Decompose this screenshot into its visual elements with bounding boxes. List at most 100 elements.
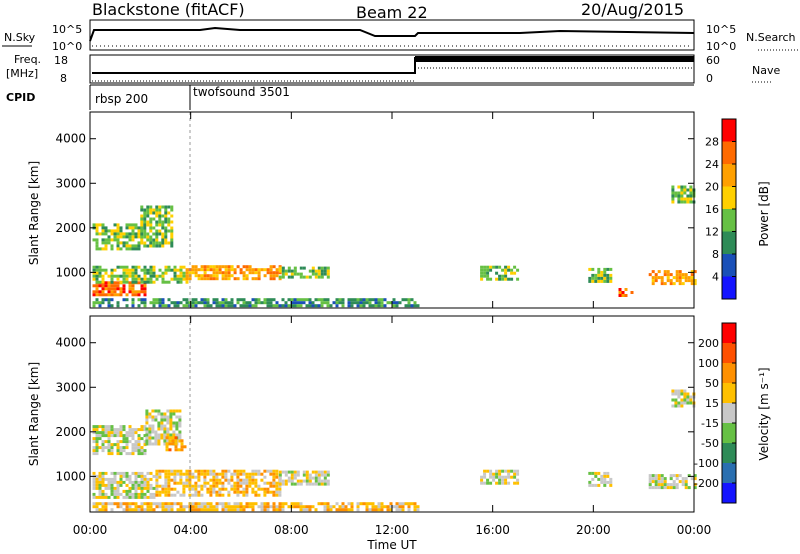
echo-cell	[171, 442, 175, 446]
echo-cell	[197, 301, 201, 305]
echo-cell	[242, 469, 246, 473]
echo-cell	[107, 480, 111, 484]
echo-cell	[140, 290, 144, 294]
echo-cell	[302, 479, 306, 483]
echo-cell	[191, 271, 195, 275]
echo-cell	[323, 479, 327, 483]
echo-cell	[185, 478, 189, 482]
echo-cell	[588, 480, 592, 484]
colorbar-segment	[722, 209, 736, 232]
echo-cell	[119, 446, 123, 450]
echo-cell	[179, 508, 183, 512]
echo-cell	[242, 271, 246, 275]
echo-cell	[182, 508, 186, 512]
echo-cell	[618, 294, 622, 297]
echo-cell	[657, 486, 661, 490]
echo-cell	[116, 489, 120, 493]
echo-cell	[672, 486, 676, 490]
echo-cell	[101, 505, 105, 509]
echo-cell	[266, 298, 270, 302]
echo-cell	[495, 481, 499, 485]
echo-cell	[122, 437, 126, 441]
echo-cell	[495, 472, 499, 476]
echo-cell	[173, 472, 177, 476]
echo-cell	[164, 502, 168, 506]
echo-cell	[416, 304, 420, 308]
echo-cell	[161, 220, 165, 224]
echo-cell	[101, 446, 105, 450]
echo-cell	[269, 484, 273, 488]
echo-cell	[166, 418, 170, 422]
echo-cell	[131, 431, 135, 435]
echo-cell	[163, 439, 167, 443]
echo-cell	[323, 482, 327, 486]
echo-cell	[149, 280, 153, 284]
echo-cell	[308, 473, 312, 477]
echo-cell	[299, 266, 303, 270]
echo-cell	[143, 268, 147, 272]
echo-cell	[236, 490, 240, 494]
echo-cell	[191, 472, 195, 476]
echo-cell	[104, 241, 108, 245]
echo-cell	[272, 265, 276, 269]
echo-cell	[257, 469, 261, 473]
echo-cell	[140, 226, 144, 230]
echo-cell	[302, 505, 306, 509]
echo-cell	[326, 304, 330, 308]
echo-cell	[197, 274, 201, 278]
echo-cell	[212, 277, 216, 281]
echo-cell	[146, 277, 150, 281]
echo-cell	[407, 301, 411, 305]
echo-cell	[174, 448, 178, 452]
echo-cell	[492, 265, 496, 269]
echo-cell	[125, 446, 129, 450]
echo-cell	[206, 298, 210, 302]
echo-cell	[212, 472, 216, 476]
echo-cell	[227, 505, 231, 509]
echo-cell	[119, 425, 123, 429]
echo-cell	[163, 418, 167, 422]
echo-cell	[386, 505, 390, 509]
echo-cell	[166, 415, 170, 419]
echo-cell	[134, 428, 138, 432]
echo-cell	[116, 502, 120, 506]
echo-cell	[152, 232, 156, 236]
echo-cell	[290, 473, 294, 477]
echo-cell	[116, 287, 120, 291]
echo-cell	[131, 268, 135, 272]
echo-cell	[191, 265, 195, 269]
echo-cell	[245, 493, 249, 497]
echo-cell	[347, 502, 351, 506]
echo-cell	[483, 268, 487, 272]
echo-cell	[239, 472, 243, 476]
nsky-panel: N.Sky 10^5 10^0 10^5 10^0 N.Search	[2, 19, 798, 53]
echo-cell	[163, 415, 167, 419]
echo-cell	[675, 483, 679, 487]
echo-cell	[194, 490, 198, 494]
echo-cell	[155, 301, 159, 305]
echo-cell	[161, 205, 165, 209]
echo-cell	[221, 469, 225, 473]
echo-cell	[323, 508, 327, 512]
echo-cell	[128, 281, 132, 285]
echo-cell	[140, 268, 144, 272]
echo-cell	[116, 443, 120, 447]
echo-cell	[356, 505, 360, 509]
echo-cell	[164, 265, 168, 269]
echo-cell	[122, 449, 126, 453]
echo-cell	[137, 483, 141, 487]
echo-cell	[176, 277, 180, 281]
echo-cell	[113, 489, 117, 493]
echo-cell	[101, 232, 105, 236]
echo-cell	[98, 480, 102, 484]
echo-cell	[197, 277, 201, 281]
echo-cell	[275, 301, 279, 305]
echo-cell	[263, 505, 267, 509]
echo-cell	[143, 304, 147, 308]
time-axis-labels: 00:00 04:00 08:00 12:00 16:00 20:00 00:00	[73, 523, 712, 537]
echo-cell	[606, 480, 610, 484]
echo-cell	[296, 505, 300, 509]
echo-cell	[149, 223, 153, 227]
echo-cell	[134, 505, 138, 509]
echo-cell	[174, 445, 178, 449]
